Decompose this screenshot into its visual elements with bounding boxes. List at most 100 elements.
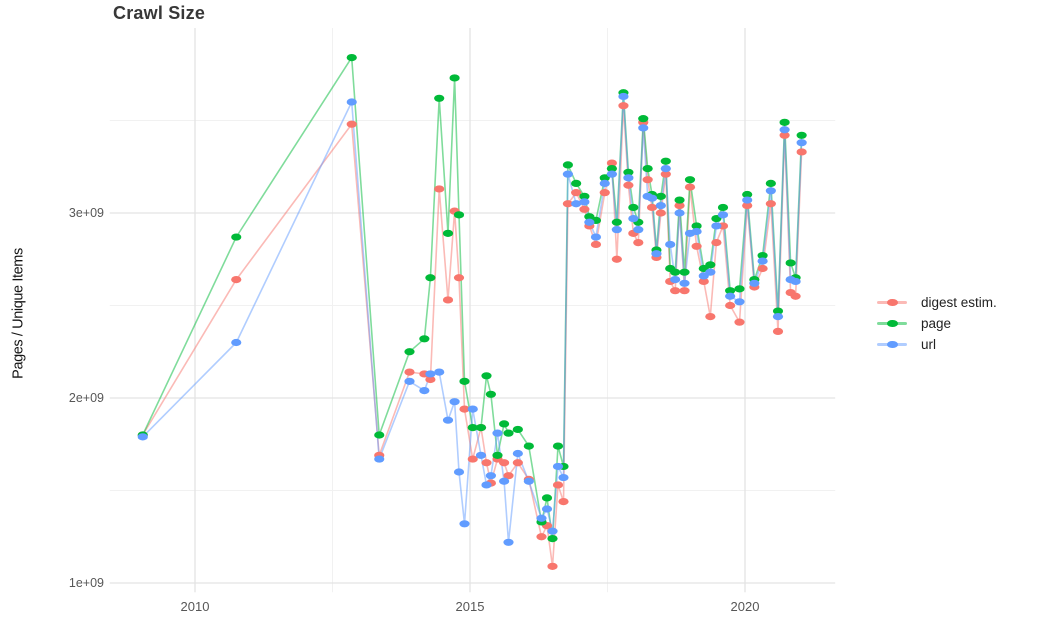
data-point-url bbox=[404, 377, 415, 385]
legend-key-icon bbox=[877, 298, 907, 307]
data-point-page bbox=[660, 157, 671, 165]
data-point-digest-estim- bbox=[346, 120, 357, 128]
data-point-url bbox=[749, 279, 760, 287]
data-point-page bbox=[638, 115, 649, 123]
data-point-page bbox=[571, 179, 582, 187]
data-point-url bbox=[628, 214, 639, 223]
data-point-digest-estim- bbox=[674, 202, 685, 210]
data-point-page bbox=[512, 425, 523, 434]
data-point-page bbox=[642, 165, 653, 173]
data-point-page bbox=[742, 190, 753, 199]
series-line-page bbox=[141, 56, 803, 540]
data-point-url bbox=[442, 416, 454, 424]
data-point-page bbox=[449, 74, 460, 82]
data-point-digest-estim- bbox=[679, 287, 690, 295]
data-point-url bbox=[231, 338, 242, 347]
data-point-digest-estim- bbox=[642, 176, 653, 184]
data-point-url bbox=[558, 473, 569, 482]
data-point-page bbox=[611, 218, 622, 226]
data-point-digest-estim- bbox=[536, 533, 547, 541]
data-point-page bbox=[606, 165, 618, 173]
data-point-page bbox=[705, 261, 716, 269]
data-point-page bbox=[734, 285, 745, 293]
data-point-page bbox=[691, 222, 702, 230]
data-point-page bbox=[425, 274, 436, 282]
legend-label: digest estim. bbox=[921, 295, 997, 310]
data-point-url bbox=[742, 196, 753, 204]
data-point-url bbox=[725, 292, 736, 300]
data-point-url bbox=[796, 139, 807, 147]
data-point-url bbox=[599, 179, 610, 187]
data-point-digest-estim- bbox=[512, 459, 523, 467]
data-point-page bbox=[459, 377, 470, 385]
data-point-url bbox=[611, 226, 622, 234]
data-point-url bbox=[571, 200, 582, 208]
data-point-digest-estim- bbox=[404, 368, 415, 376]
data-point-digest-estim- bbox=[562, 200, 574, 208]
data-point-url bbox=[734, 298, 745, 306]
data-point-url bbox=[499, 477, 510, 485]
data-point-digest-estim- bbox=[459, 405, 470, 413]
data-point-page bbox=[231, 233, 242, 241]
data-point-page bbox=[475, 424, 487, 432]
data-point-page bbox=[679, 268, 690, 276]
legend-label: url bbox=[921, 337, 937, 352]
data-point-url bbox=[434, 368, 445, 376]
data-point-url bbox=[691, 227, 702, 236]
data-point-digest-estim- bbox=[547, 562, 558, 570]
data-point-url bbox=[670, 276, 681, 284]
data-point-digest-estim- bbox=[705, 313, 716, 321]
data-point-url bbox=[449, 398, 460, 406]
data-point-digest-estim- bbox=[655, 209, 666, 217]
data-point-page bbox=[346, 54, 357, 62]
x-tick-label: 2015 bbox=[455, 599, 485, 614]
data-point-page bbox=[492, 451, 503, 459]
data-point-url bbox=[419, 387, 430, 395]
data-point-digest-estim- bbox=[590, 240, 602, 249]
data-point-url bbox=[512, 449, 523, 458]
data-point-page bbox=[499, 420, 510, 428]
data-point-digest-estim- bbox=[606, 159, 618, 167]
data-point-url bbox=[705, 268, 716, 276]
data-point-digest-estim- bbox=[725, 301, 736, 310]
data-point-url bbox=[765, 187, 776, 195]
data-point-digest-estim- bbox=[772, 327, 784, 335]
data-point-url bbox=[655, 202, 666, 210]
legend-label: page bbox=[921, 316, 952, 331]
data-point-digest-estim- bbox=[499, 459, 510, 467]
data-point-digest-estim- bbox=[579, 205, 590, 213]
data-point-url bbox=[646, 194, 658, 202]
data-point-page bbox=[453, 211, 465, 219]
data-point-url bbox=[623, 174, 634, 182]
data-point-url bbox=[579, 198, 590, 206]
data-point-url bbox=[346, 98, 357, 106]
data-point-url bbox=[717, 211, 729, 219]
data-point-page bbox=[655, 192, 666, 200]
data-point-url bbox=[618, 92, 629, 101]
data-point-page bbox=[628, 203, 639, 212]
data-point-digest-estim- bbox=[765, 200, 776, 208]
data-point-url bbox=[651, 250, 662, 258]
data-point-page bbox=[757, 251, 768, 260]
data-point-page bbox=[434, 94, 445, 102]
y-axis-title: Pages / Unique Items bbox=[10, 248, 27, 379]
data-point-page bbox=[785, 259, 796, 267]
data-point-url bbox=[638, 124, 649, 132]
data-point-url bbox=[711, 222, 722, 230]
data-point-url bbox=[590, 233, 602, 241]
data-point-page bbox=[467, 424, 478, 432]
data-point-digest-estim- bbox=[684, 183, 696, 191]
data-point-digest-estim- bbox=[571, 189, 582, 197]
legend-key-dot bbox=[887, 341, 898, 349]
legend-key-icon bbox=[877, 340, 907, 349]
data-point-url bbox=[790, 277, 801, 286]
data-point-url bbox=[772, 313, 784, 321]
data-point-digest-estim- bbox=[711, 239, 722, 247]
data-point-digest-estim- bbox=[434, 185, 445, 193]
data-point-digest-estim- bbox=[796, 148, 807, 156]
legend-key-icon bbox=[877, 319, 907, 328]
data-point-page bbox=[523, 442, 534, 450]
data-point-digest-estim- bbox=[757, 264, 768, 273]
data-point-page bbox=[779, 118, 790, 126]
